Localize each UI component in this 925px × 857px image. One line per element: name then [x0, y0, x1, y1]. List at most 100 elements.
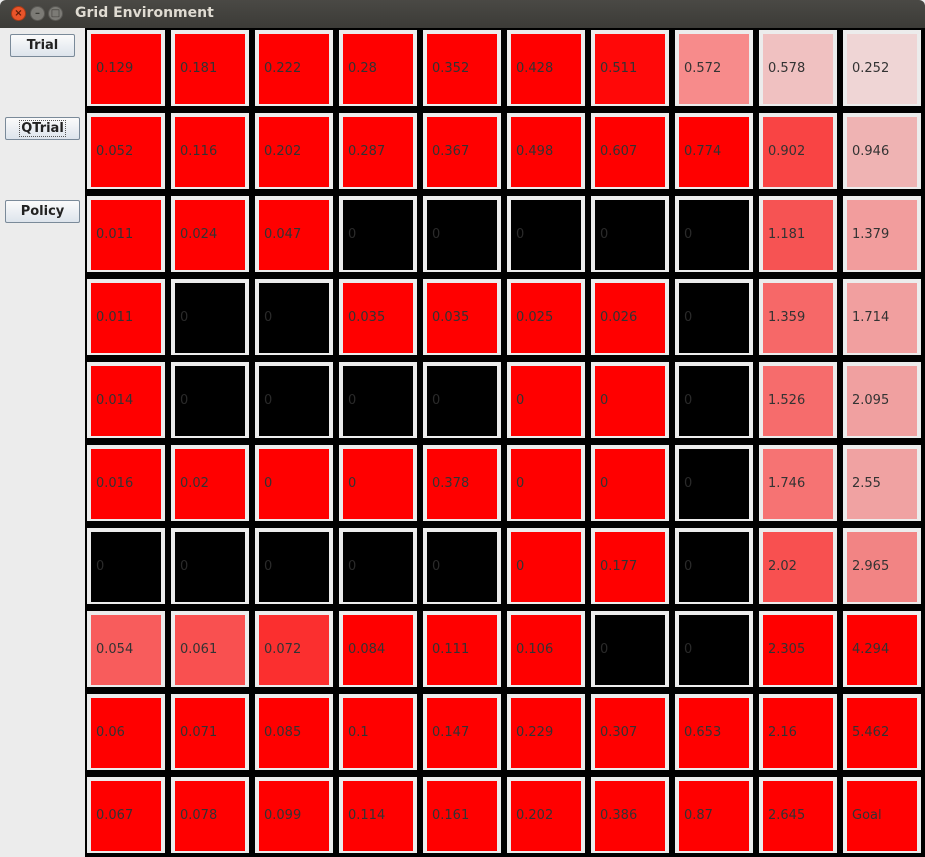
- value-tile: 1.714: [847, 283, 917, 353]
- wall-tile: 0: [343, 366, 413, 436]
- grid-cell: 2.305: [759, 611, 837, 687]
- cell-value-label: 0.084: [348, 642, 386, 657]
- value-tile: 0.071: [175, 698, 245, 768]
- grid-cell: 2.55: [843, 445, 921, 521]
- cell-value-label: 0.026: [600, 310, 638, 325]
- grid-cell: 0: [87, 528, 165, 604]
- grid-cell: 0.946: [843, 113, 921, 189]
- cell-value-label: 0.099: [264, 808, 302, 823]
- value-tile: 0.011: [91, 200, 161, 270]
- grid-cell: 0: [339, 196, 417, 272]
- value-tile: 1.526: [763, 366, 833, 436]
- grid-cell: 0.161: [423, 777, 501, 853]
- value-tile: 2.16: [763, 698, 833, 768]
- grid-cell: 0.035: [339, 279, 417, 355]
- cell-value-label: 0.071: [180, 725, 218, 740]
- grid-cell: 0: [591, 445, 669, 521]
- cell-value-label: 0: [684, 476, 693, 491]
- cell-value-label: 0: [684, 559, 693, 574]
- grid-cell: 0: [339, 362, 417, 438]
- value-tile: 0.054: [91, 615, 161, 685]
- grid-cell: 4.294: [843, 611, 921, 687]
- grid-cell: 0: [591, 362, 669, 438]
- minimize-icon[interactable]: –: [30, 6, 45, 21]
- grid-cell: 0: [675, 196, 753, 272]
- cell-value-label: 0: [432, 559, 441, 574]
- close-icon[interactable]: ×: [11, 6, 26, 21]
- cell-value-label: 0: [684, 393, 693, 408]
- grid-cell: 0.287: [339, 113, 417, 189]
- grid-cell: 0: [675, 362, 753, 438]
- grid-cell: 2.965: [843, 528, 921, 604]
- value-tile: 0.177: [595, 532, 665, 602]
- value-tile: 0.946: [847, 117, 917, 187]
- cell-value-label: 0.177: [600, 559, 638, 574]
- value-tile: 5.462: [847, 698, 917, 768]
- grid-cell: 0.367: [423, 113, 501, 189]
- cell-value-label: 0: [264, 476, 273, 491]
- value-tile: 0.28: [343, 34, 413, 104]
- grid-cell: 0.774: [675, 113, 753, 189]
- cell-value-label: 0.202: [264, 144, 302, 159]
- policy-button[interactable]: Policy: [5, 200, 80, 223]
- cell-value-label: 0.287: [348, 144, 386, 159]
- cell-value-label: 0.386: [600, 808, 638, 823]
- cell-value-label: 0.222: [264, 61, 302, 76]
- grid-cell: 0.307: [591, 694, 669, 770]
- cell-value-label: 0.035: [432, 310, 470, 325]
- wall-tile: 0: [679, 532, 749, 602]
- value-tile: 0.902: [763, 117, 833, 187]
- cell-value-label: 0.498: [516, 144, 554, 159]
- window-title: Grid Environment: [75, 5, 214, 21]
- value-tile: 0.307: [595, 698, 665, 768]
- cell-value-label: 0.902: [768, 144, 806, 159]
- value-tile: 2.305: [763, 615, 833, 685]
- grid-cell: 0: [423, 196, 501, 272]
- grid-cell: 1.359: [759, 279, 837, 355]
- cell-value-label: 0: [600, 476, 609, 491]
- value-tile: 0.161: [427, 781, 497, 851]
- grid-cell: 0: [339, 445, 417, 521]
- value-tile: 0.02: [175, 449, 245, 519]
- grid-cell: 0: [339, 528, 417, 604]
- grid-cell: 0.572: [675, 30, 753, 106]
- grid-cell: 0: [675, 279, 753, 355]
- grid-cell: 1.714: [843, 279, 921, 355]
- cell-value-label: 0.111: [432, 642, 470, 657]
- grid-cell: 2.02: [759, 528, 837, 604]
- cell-value-label: 0.367: [432, 144, 470, 159]
- cell-value-label: 0: [684, 227, 693, 242]
- grid-cell: 0.607: [591, 113, 669, 189]
- trial-button[interactable]: Trial: [10, 34, 75, 57]
- value-tile: 0.047: [259, 200, 329, 270]
- cell-value-label: 0: [96, 559, 105, 574]
- cell-value-label: 0: [180, 310, 189, 325]
- cell-value-label: 0: [684, 642, 693, 657]
- grid-cell: 0.352: [423, 30, 501, 106]
- cell-value-label: 0.428: [516, 61, 554, 76]
- value-tile: 0.252: [847, 34, 917, 104]
- value-tile: 0: [595, 449, 665, 519]
- value-tile: 0: [259, 449, 329, 519]
- grid-cell: 0.084: [339, 611, 417, 687]
- grid-cell: 0.035: [423, 279, 501, 355]
- cell-value-label: 1.379: [852, 227, 890, 242]
- value-tile: 0.378: [427, 449, 497, 519]
- wall-tile: 0: [259, 532, 329, 602]
- cell-value-label: 0.06: [96, 725, 125, 740]
- grid-cell: 0.014: [87, 362, 165, 438]
- grid-cell: 0.229: [507, 694, 585, 770]
- cell-value-label: 0.252: [852, 61, 890, 76]
- cell-value-label: 0: [432, 393, 441, 408]
- wall-tile: 0: [679, 615, 749, 685]
- cell-value-label: 2.095: [852, 393, 890, 408]
- cell-value-label: 2.645: [768, 808, 806, 823]
- qtrial-button[interactable]: QTrial: [5, 117, 80, 140]
- maximize-icon[interactable]: □: [48, 6, 63, 21]
- grid-cell: 0: [423, 362, 501, 438]
- cell-value-label: 0: [432, 227, 441, 242]
- grid-cell: 0.202: [507, 777, 585, 853]
- value-tile: 0.87: [679, 781, 749, 851]
- grid-cell: 1.746: [759, 445, 837, 521]
- grid-cell: 0.177: [591, 528, 669, 604]
